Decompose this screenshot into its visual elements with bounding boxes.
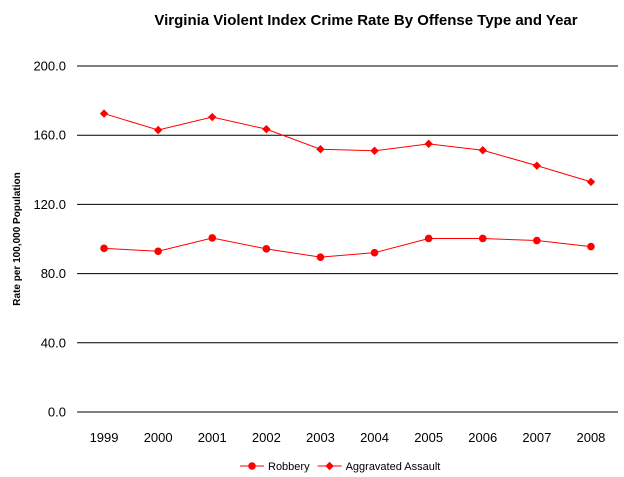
- data-point: [208, 234, 217, 242]
- legend-marker: [325, 461, 334, 471]
- legend-label: Aggravated Assault: [346, 461, 441, 473]
- data-point: [262, 124, 271, 134]
- data-point: [533, 236, 541, 245]
- legend-item-0: Robbery: [240, 461, 310, 473]
- x-tick-label: 2003: [306, 430, 335, 445]
- data-point: [370, 248, 379, 257]
- data-point: [208, 112, 217, 122]
- gridlines: [77, 65, 618, 413]
- data-point: [532, 161, 542, 170]
- data-point: [424, 139, 433, 149]
- x-tick-label: 2007: [522, 430, 551, 445]
- y-tick-label: 160.0: [33, 128, 66, 143]
- data-point: [316, 253, 325, 261]
- series-group: [99, 109, 596, 261]
- y-tick-label: 200.0: [33, 59, 66, 74]
- x-tick-label: 2000: [144, 430, 173, 445]
- x-axis-ticks: 1999 2000 2001 2002 2003 2004 2005 2006 2007 2008: [90, 430, 606, 445]
- data-point: [370, 146, 379, 155]
- data-point: [587, 242, 595, 251]
- x-tick-label: 2006: [468, 430, 497, 445]
- data-point: [478, 146, 487, 155]
- x-tick-label: 2002: [252, 430, 281, 445]
- data-point: [99, 109, 109, 118]
- x-tick-label: 2008: [576, 430, 605, 445]
- legend: Robbery Aggravated Assault: [240, 461, 440, 473]
- x-tick-label: 2004: [360, 430, 389, 445]
- y-tick-label: 0.0: [48, 405, 66, 420]
- y-axis-label: Rate per 100,000 Population: [12, 172, 23, 305]
- x-tick-label: 1999: [90, 430, 119, 445]
- data-point: [153, 125, 163, 135]
- legend-item-1: Aggravated Assault: [317, 461, 441, 473]
- legend-label: Robbery: [268, 461, 310, 473]
- data-point: [316, 145, 325, 154]
- data-point: [586, 177, 596, 187]
- data-point: [478, 234, 487, 243]
- y-tick-label: 120.0: [33, 197, 66, 212]
- chart-title: Virginia Violent Index Crime Rate By Off…: [154, 12, 577, 29]
- legend-marker: [248, 462, 256, 470]
- y-axis-ticks: 0.0 40.0 80.0 120.0 160.0 200.0: [33, 59, 66, 420]
- data-point: [262, 245, 271, 253]
- x-tick-label: 2005: [414, 430, 443, 445]
- x-tick-label: 2001: [198, 430, 227, 445]
- data-point: [154, 247, 162, 256]
- series-line: [103, 113, 592, 183]
- y-tick-label: 40.0: [41, 335, 66, 350]
- series-0: [100, 234, 595, 261]
- data-point: [424, 234, 433, 243]
- y-tick-label: 80.0: [41, 266, 66, 281]
- series-1: [99, 109, 596, 187]
- data-point: [100, 244, 108, 253]
- series-line: [104, 237, 592, 258]
